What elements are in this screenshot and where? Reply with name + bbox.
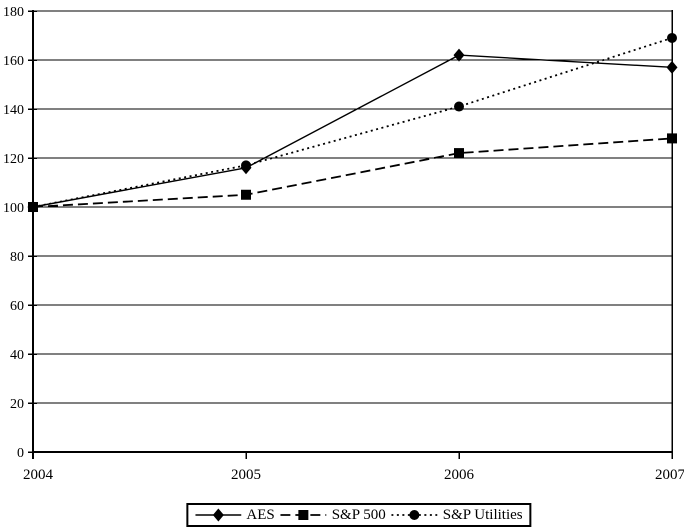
y-tick-label-20: 20: [10, 397, 24, 412]
legend-item-aes: AES: [195, 506, 275, 524]
series-line-s-p-utilities: [32, 37, 673, 208]
y-tick-label-60: 60: [10, 299, 24, 314]
y-tick-label-0: 0: [17, 446, 24, 461]
legend-sample-svg: [280, 510, 327, 520]
data-point-s-p-utilities-2005: [241, 160, 251, 171]
chart-legend: AES S&P 500 S&P Utilities: [186, 503, 532, 527]
data-point-aes-2006: [453, 48, 465, 62]
legend-label-sp500: S&P 500: [331, 507, 386, 523]
series-line-aes: [32, 54, 673, 208]
x-tick-label-2006: 2006: [444, 467, 475, 483]
y-tick-label-160: 160: [3, 54, 24, 69]
y-tick-label-140: 140: [3, 103, 24, 118]
series-line-s-p-500: [32, 137, 673, 208]
data-point-s-p-500-2005: [241, 189, 251, 200]
data-point-s-p-utilities-2004: [28, 202, 38, 212]
legend-item-sp-utilities: S&P Utilities: [391, 506, 523, 524]
data-point-s-p-500-2007: [667, 133, 677, 144]
y-tick-label-100: 100: [3, 201, 24, 216]
data-point-s-p-500-2006: [454, 148, 464, 159]
legend-item-sp500: S&P 500: [280, 506, 386, 524]
y-tick-label-80: 80: [10, 250, 24, 265]
legend-sample-aes-line-diamond: [195, 507, 242, 523]
legend-circle-icon: [409, 510, 420, 520]
data-point-s-p-utilities-2007: [667, 32, 677, 43]
x-tick-label-2007: 2007: [655, 467, 684, 483]
y-tick-label-40: 40: [10, 348, 24, 363]
legend-square-icon: [298, 510, 309, 520]
legend-sample-sp500-line-square: [280, 507, 327, 523]
legend-label-sp-utilities: S&P Utilities: [442, 507, 523, 523]
data-point-s-p-utilities-2006: [454, 101, 464, 112]
y-tick-label-120: 120: [3, 152, 24, 167]
legend-sample-sp-utilities-line-circle: [391, 507, 438, 523]
legend-label-aes: AES: [246, 507, 275, 523]
legend-sample-svg: [391, 510, 438, 520]
data-point-aes-2007: [666, 60, 678, 74]
legend-sample-svg: [195, 508, 242, 522]
y-tick-label-180: 180: [3, 5, 24, 20]
x-tick-label-2005: 2005: [231, 467, 261, 483]
legend-diamond-icon: [212, 508, 224, 522]
x-tick-label-2004: 2004: [23, 467, 54, 483]
